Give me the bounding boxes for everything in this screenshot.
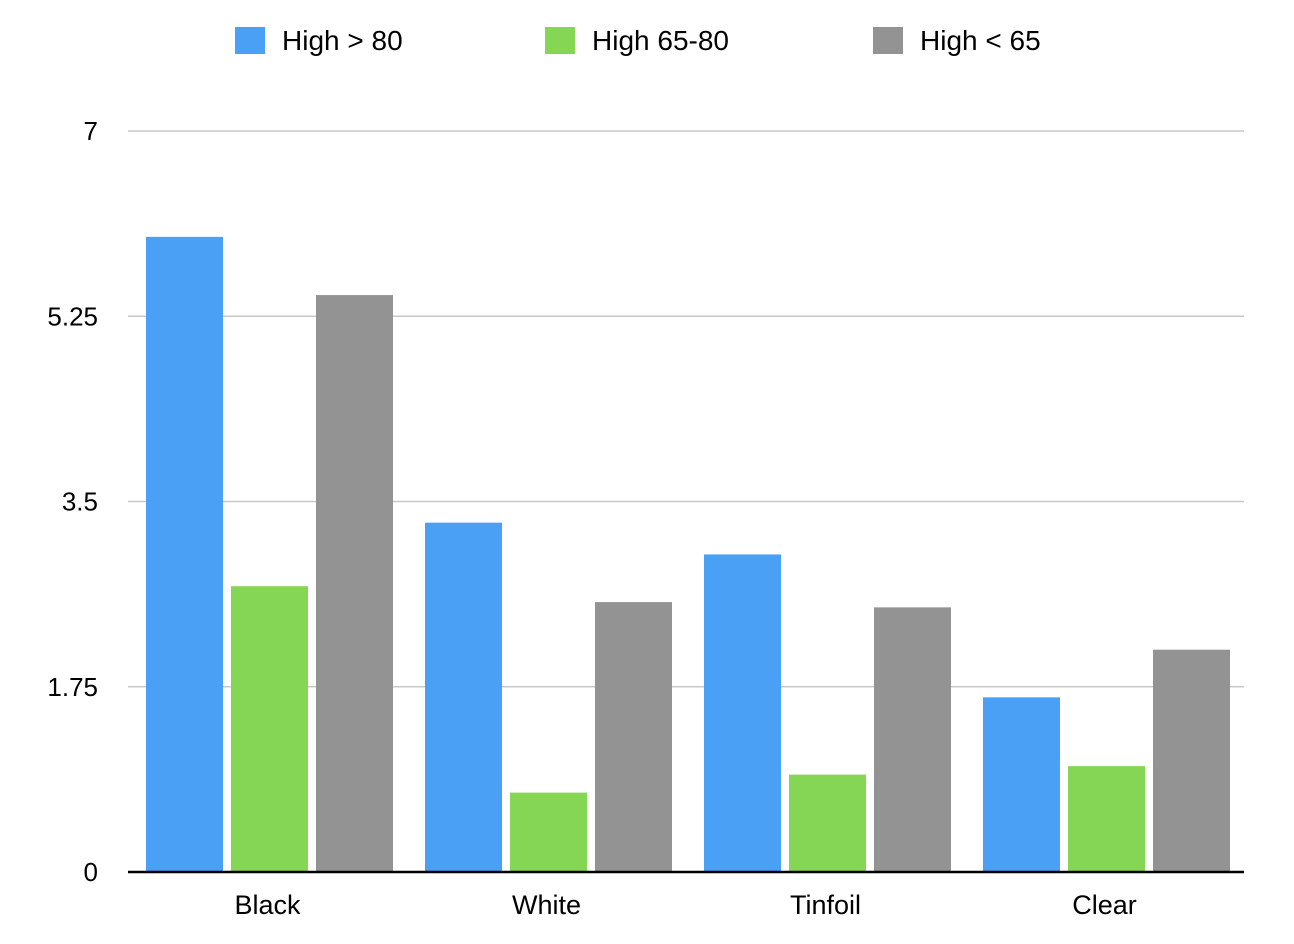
bars	[146, 236, 1230, 872]
y-tick-label: 0	[84, 857, 98, 887]
gridlines	[128, 130, 1244, 688]
bar-tinfoil-high-65	[874, 607, 951, 872]
bar-clear-high-80	[983, 697, 1060, 872]
bar-white-high-65-80	[510, 792, 587, 872]
bar-tinfoil-high-80	[704, 554, 781, 872]
y-tick-label: 7	[84, 116, 98, 146]
legend: High > 80 High 65-80 High < 65	[235, 25, 1041, 56]
bar-white-high-65	[595, 602, 672, 872]
x-category-label: Clear	[1072, 890, 1137, 920]
y-axis-tick-labels: 0 1.75 3.5 5.25 7	[47, 116, 98, 887]
legend-label: High < 65	[920, 25, 1041, 56]
y-tick-label: 3.5	[62, 487, 98, 517]
x-category-label: Tinfoil	[790, 890, 861, 920]
legend-label: High 65-80	[592, 25, 729, 56]
bar-white-high-80	[425, 522, 502, 872]
legend-swatch	[235, 27, 265, 54]
y-tick-label: 5.25	[47, 301, 98, 331]
bar-tinfoil-high-65-80	[789, 774, 866, 872]
x-axis-category-labels: Black White Tinfoil Clear	[234, 890, 1136, 920]
x-category-label: White	[512, 890, 581, 920]
bar-black-high-65	[316, 295, 393, 872]
x-category-label: Black	[234, 890, 301, 920]
y-tick-label: 1.75	[47, 672, 98, 702]
bar-black-high-80	[146, 236, 223, 872]
bar-clear-high-65	[1153, 649, 1230, 872]
legend-label: High > 80	[282, 25, 403, 56]
bar-black-high-65-80	[231, 586, 308, 872]
legend-swatch	[545, 27, 575, 54]
legend-swatch	[873, 27, 903, 54]
bar-clear-high-65-80	[1068, 766, 1145, 872]
